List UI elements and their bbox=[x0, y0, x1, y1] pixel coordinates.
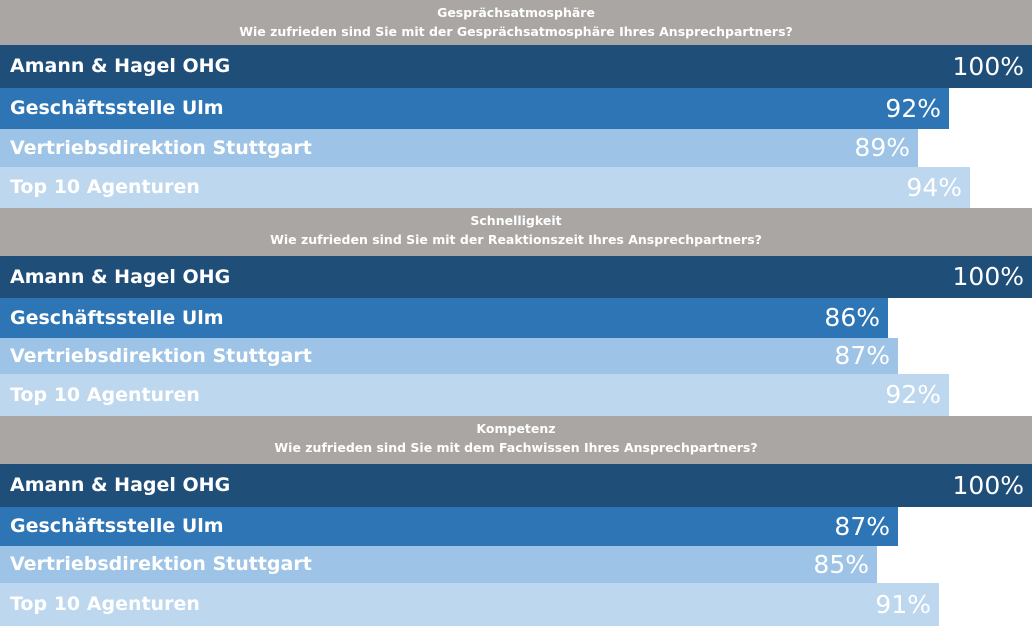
bar: Vertriebsdirektion Stuttgart 85% bbox=[0, 546, 877, 583]
group-header: Gesprächsatmosphäre Wie zufrieden sind Si… bbox=[0, 0, 1032, 45]
bar: Amann & Hagel OHG 100% bbox=[0, 45, 1032, 88]
bar: Amann & Hagel OHG 100% bbox=[0, 464, 1032, 507]
value-label: 87% bbox=[834, 341, 890, 370]
bar: Geschäftsstelle Ulm 87% bbox=[0, 507, 898, 546]
group-header: Kompetenz Wie zufrieden sind Sie mit dem … bbox=[0, 416, 1032, 464]
value-label: 87% bbox=[834, 512, 890, 541]
value-label: 100% bbox=[952, 52, 1024, 81]
value-label: 89% bbox=[854, 133, 910, 162]
category-label: Geschäftsstelle Ulm bbox=[10, 97, 224, 119]
bar: Amann & Hagel OHG 100% bbox=[0, 256, 1032, 298]
category-label: Top 10 Agenturen bbox=[10, 593, 200, 615]
category-label: Vertriebsdirektion Stuttgart bbox=[10, 553, 312, 575]
value-label: 94% bbox=[906, 173, 962, 202]
category-label: Amann & Hagel OHG bbox=[10, 474, 231, 496]
group-title: Schnelligkeit bbox=[470, 213, 562, 228]
category-label: Geschäftsstelle Ulm bbox=[10, 515, 224, 537]
value-label: 86% bbox=[824, 303, 880, 332]
value-label: 100% bbox=[952, 262, 1024, 291]
value-label: 92% bbox=[885, 94, 941, 123]
value-label: 100% bbox=[952, 471, 1024, 500]
category-label: Vertriebsdirektion Stuttgart bbox=[10, 137, 312, 159]
category-label: Geschäftsstelle Ulm bbox=[10, 307, 224, 329]
bar: Top 10 Agenturen 92% bbox=[0, 374, 949, 416]
group-title: Gesprächsatmosphäre bbox=[437, 5, 595, 20]
group-header: Schnelligkeit Wie zufrieden sind Sie mit … bbox=[0, 208, 1032, 256]
category-label: Amann & Hagel OHG bbox=[10, 55, 231, 77]
group-subtitle: Wie zufrieden sind Sie mit der Gesprächs… bbox=[239, 24, 793, 39]
bar: Vertriebsdirektion Stuttgart 87% bbox=[0, 338, 898, 374]
bar: Vertriebsdirektion Stuttgart 89% bbox=[0, 129, 918, 167]
bar: Geschäftsstelle Ulm 92% bbox=[0, 88, 949, 129]
category-label: Top 10 Agenturen bbox=[10, 176, 200, 198]
group-title: Kompetenz bbox=[476, 421, 556, 436]
category-label: Amann & Hagel OHG bbox=[10, 266, 231, 288]
bar: Geschäftsstelle Ulm 86% bbox=[0, 298, 888, 338]
bar: Top 10 Agenturen 94% bbox=[0, 167, 970, 208]
group-subtitle: Wie zufrieden sind Sie mit der Reaktions… bbox=[270, 232, 762, 247]
group-subtitle: Wie zufrieden sind Sie mit dem Fachwisse… bbox=[274, 440, 758, 455]
category-label: Vertriebsdirektion Stuttgart bbox=[10, 345, 312, 367]
bar: Top 10 Agenturen 91% bbox=[0, 583, 939, 626]
value-label: 92% bbox=[885, 380, 941, 409]
value-label: 91% bbox=[875, 590, 931, 619]
category-label: Top 10 Agenturen bbox=[10, 384, 200, 406]
value-label: 85% bbox=[813, 550, 869, 579]
